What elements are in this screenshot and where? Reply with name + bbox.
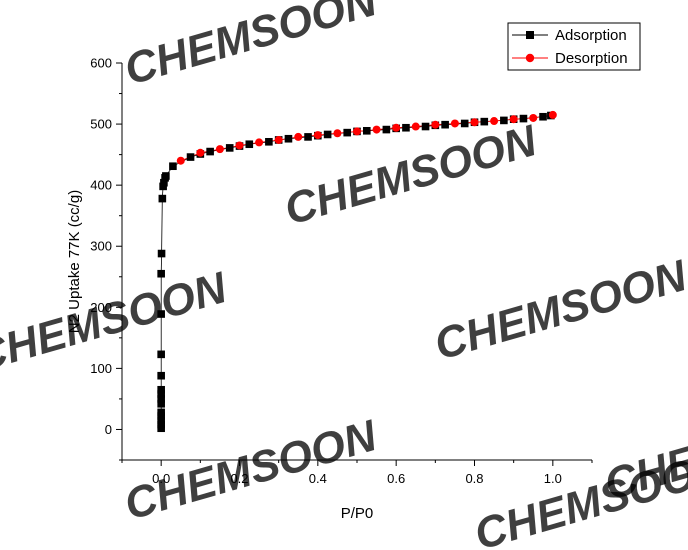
data-point-adsorption — [157, 385, 165, 394]
data-point-adsorption — [402, 123, 410, 132]
data-point-adsorption — [157, 420, 165, 429]
legend: Adsorption Desorption — [507, 22, 641, 71]
x-tick-label: 0.0 — [152, 471, 170, 486]
data-point-desorption — [509, 115, 518, 124]
data-point-adsorption — [157, 371, 165, 380]
data-point-adsorption — [158, 194, 167, 203]
data-point-adsorption — [206, 147, 214, 156]
data-markers — [157, 110, 557, 433]
x-tick-label: 0.6 — [387, 471, 405, 486]
data-point-desorption — [274, 135, 283, 144]
data-point-desorption — [372, 125, 381, 134]
data-point-adsorption — [284, 134, 293, 143]
legend-marker-desorption — [525, 53, 535, 63]
legend-marker-adsorption — [526, 31, 534, 39]
data-point-adsorption — [169, 162, 177, 171]
y-axis-title: N2 Uptake 77K (cc/g) — [66, 190, 83, 333]
watermark-text: CHEMSOON — [429, 251, 688, 370]
x-tick-label: 0.8 — [465, 471, 483, 486]
y-tick-label: 200 — [90, 300, 112, 315]
data-point-desorption — [431, 120, 440, 129]
data-point-adsorption — [162, 172, 170, 180]
data-point-adsorption — [539, 112, 547, 121]
data-point-adsorption — [245, 140, 254, 149]
data-point-adsorption — [157, 350, 165, 359]
watermark-text: CHEMSOON — [119, 0, 383, 95]
data-point-adsorption — [421, 122, 430, 131]
data-point-desorption — [411, 122, 420, 131]
y-tick-label: 300 — [90, 239, 112, 254]
data-point-adsorption — [157, 310, 165, 318]
data-point-desorption — [392, 123, 401, 132]
legend-label-desorption: Desorption — [555, 50, 628, 67]
y-tick-label: 600 — [90, 56, 112, 71]
data-point-desorption — [196, 148, 205, 157]
data-point-desorption — [548, 110, 557, 119]
data-point-desorption — [333, 129, 342, 138]
data-point-desorption — [490, 117, 499, 126]
data-point-adsorption — [382, 125, 391, 134]
data-point-adsorption — [500, 116, 508, 125]
data-point-desorption — [470, 118, 479, 127]
data-point-desorption — [313, 131, 322, 140]
data-point-adsorption — [160, 178, 168, 187]
data-point-desorption — [529, 113, 538, 122]
x-tick-label: 1.0 — [544, 471, 562, 486]
data-point-desorption — [235, 141, 244, 150]
data-point-adsorption — [186, 153, 195, 161]
data-point-desorption — [176, 156, 185, 165]
x-axis-title: P/P0 — [341, 505, 374, 522]
data-point-adsorption — [304, 133, 312, 141]
axes — [116, 62, 593, 466]
x-tick-label: 0.2 — [230, 471, 248, 486]
tick-labels: 0 100 200 300 400 500 600 0.0 0.2 0.4 0.6 0.8 1.0 — [90, 56, 562, 487]
data-point-adsorption — [157, 408, 165, 417]
y-tick-label: 100 — [90, 361, 112, 376]
data-point-desorption — [294, 132, 303, 141]
data-point-desorption — [450, 119, 459, 128]
x-tick-label: 0.4 — [309, 471, 327, 486]
data-point-adsorption — [441, 120, 449, 129]
data-point-adsorption — [460, 119, 469, 128]
data-point-desorption — [255, 138, 264, 147]
data-point-adsorption — [519, 114, 528, 123]
y-tick-label: 0 — [105, 422, 112, 437]
data-point-adsorption — [323, 130, 332, 139]
data-point-adsorption — [265, 137, 273, 146]
data-point-adsorption — [157, 249, 166, 258]
y-tick-label: 500 — [90, 117, 112, 132]
data-point-adsorption — [157, 416, 165, 425]
data-point-adsorption — [157, 400, 165, 408]
watermark-text: CHEMSOON — [0, 263, 233, 382]
data-point-adsorption — [157, 395, 165, 403]
data-point-desorption — [215, 145, 224, 154]
data-point-adsorption — [343, 128, 352, 137]
data-point-adsorption — [362, 126, 371, 135]
data-point-adsorption — [157, 390, 165, 398]
legend-label-adsorption: Adsorption — [555, 27, 627, 44]
y-tick-label: 400 — [90, 178, 112, 193]
data-point-adsorption — [225, 144, 234, 152]
data-point-desorption — [353, 127, 361, 136]
data-point-adsorption — [480, 117, 489, 126]
data-point-adsorption — [157, 269, 165, 278]
